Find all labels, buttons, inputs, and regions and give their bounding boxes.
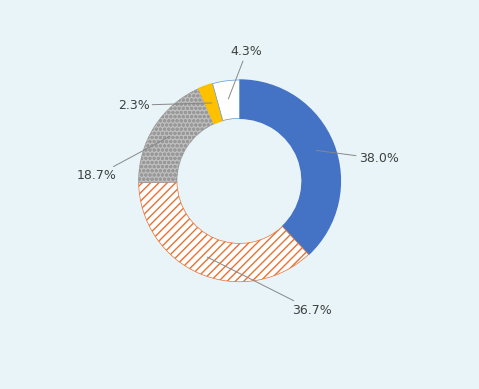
Wedge shape: [138, 182, 308, 282]
Wedge shape: [138, 89, 214, 183]
Text: 38.0%: 38.0%: [317, 151, 399, 165]
Wedge shape: [213, 80, 240, 121]
Text: 36.7%: 36.7%: [207, 257, 332, 317]
Wedge shape: [199, 84, 223, 124]
Text: 2.3%: 2.3%: [118, 99, 212, 112]
Text: 18.7%: 18.7%: [76, 136, 170, 182]
Text: 4.3%: 4.3%: [228, 45, 262, 99]
Wedge shape: [240, 80, 341, 254]
